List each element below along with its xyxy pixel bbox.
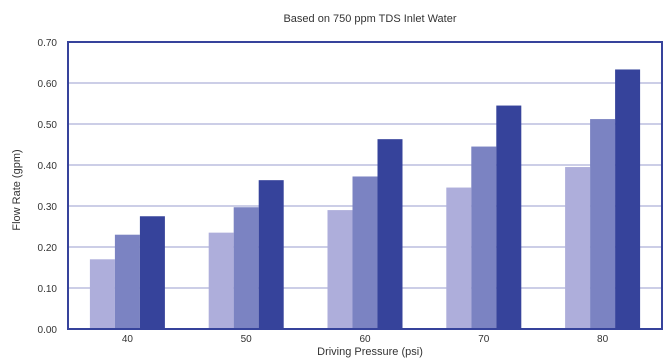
plot-frame xyxy=(67,41,663,330)
bar xyxy=(615,69,641,329)
x-tick-label: 40 xyxy=(122,334,134,345)
x-ticks: 40 50 60 70 80 xyxy=(122,334,609,345)
chart-title: Based on 750 ppm TDS Inlet Water xyxy=(283,13,456,25)
bar xyxy=(565,167,591,329)
bar xyxy=(590,119,616,329)
bar xyxy=(352,176,378,329)
bar xyxy=(89,259,115,329)
bar xyxy=(377,139,403,329)
y-tick-label: 0.30 xyxy=(38,202,58,213)
x-axis-label: Driving Pressure (psi) xyxy=(317,346,423,358)
y-tick-label: 0.70 xyxy=(38,38,58,49)
bar xyxy=(446,187,472,329)
bar xyxy=(208,232,234,329)
y-ticks: 0.00 0.10 0.20 0.30 0.40 0.50 0.60 0.70 xyxy=(38,38,58,336)
bar xyxy=(114,234,140,329)
x-tick-label: 70 xyxy=(478,334,490,345)
x-tick-label: 80 xyxy=(597,334,609,345)
y-tick-label: 0.50 xyxy=(38,120,58,131)
x-tick-label: 50 xyxy=(241,334,253,345)
y-axis-label: Flow Rate (gpm) xyxy=(11,149,23,230)
bar xyxy=(471,146,497,329)
bar xyxy=(327,210,353,329)
y-tick-label: 0.20 xyxy=(38,243,58,254)
y-tick-label: 0.00 xyxy=(38,325,58,336)
bar xyxy=(258,180,284,329)
y-tick-label: 0.10 xyxy=(38,284,58,295)
plot-border xyxy=(67,41,663,330)
y-tick-label: 0.40 xyxy=(38,161,58,172)
bar xyxy=(233,207,259,329)
x-tick-label: 60 xyxy=(359,334,371,345)
bar xyxy=(496,105,522,329)
bar xyxy=(139,216,165,329)
y-tick-label: 0.60 xyxy=(38,79,58,90)
bars xyxy=(89,69,641,329)
